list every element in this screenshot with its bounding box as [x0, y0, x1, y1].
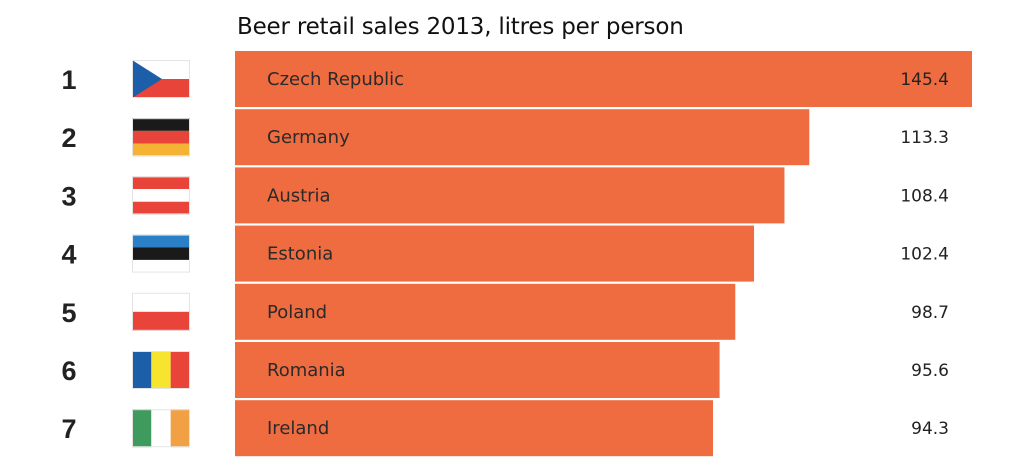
czech-flag-icon	[132, 60, 190, 98]
country-label: Czech Republic	[267, 69, 404, 90]
rank-label: 2	[61, 123, 76, 153]
bar-row-3: 3 Austria 108.4	[61, 167, 949, 224]
bar-row-5: 5 Poland 98.7	[61, 283, 949, 340]
bar	[235, 283, 736, 340]
bar	[235, 342, 720, 398]
ireland-flag-icon	[132, 409, 190, 448]
bar	[235, 51, 972, 107]
bar	[235, 109, 810, 166]
bar	[235, 225, 755, 282]
germany-flag-icon	[132, 118, 190, 157]
value-label: 98.7	[911, 303, 949, 323]
country-label: Ireland	[267, 418, 329, 439]
country-label: Germany	[267, 127, 350, 148]
bar-row-7: 7 Ireland 94.3	[61, 400, 949, 457]
country-label: Poland	[267, 302, 327, 323]
value-label: 108.4	[900, 186, 949, 206]
rank-label: 6	[61, 356, 76, 386]
bar-row-6: 6 Romania 95.6	[61, 342, 949, 398]
bar	[235, 167, 785, 224]
poland-flag-icon	[132, 292, 190, 331]
value-label: 94.3	[911, 419, 949, 439]
rank-label: 4	[61, 240, 76, 270]
austria-flag-icon	[132, 176, 190, 215]
value-label: 95.6	[911, 361, 949, 381]
romania-flag-icon	[132, 351, 190, 389]
value-label: 113.3	[900, 128, 949, 148]
rank-label: 7	[61, 414, 76, 444]
country-label: Romania	[267, 360, 346, 381]
rank-label: 3	[61, 181, 76, 211]
value-label: 145.4	[900, 70, 949, 90]
chart-title: Beer retail sales 2013, litres per perso…	[237, 14, 684, 40]
value-label: 102.4	[900, 245, 949, 265]
bar-row-2: 2 Germany 113.3	[61, 109, 949, 166]
estonia-flag-icon	[132, 234, 190, 273]
rank-label: 5	[61, 298, 76, 328]
bar-row-1: 1 Czech Republic 145.4	[61, 51, 972, 107]
rank-label: 1	[61, 65, 76, 95]
country-label: Estonia	[267, 244, 333, 265]
country-label: Austria	[267, 185, 331, 206]
bar-row-4: 4 Estonia 102.4	[61, 225, 949, 282]
bar	[235, 400, 713, 457]
